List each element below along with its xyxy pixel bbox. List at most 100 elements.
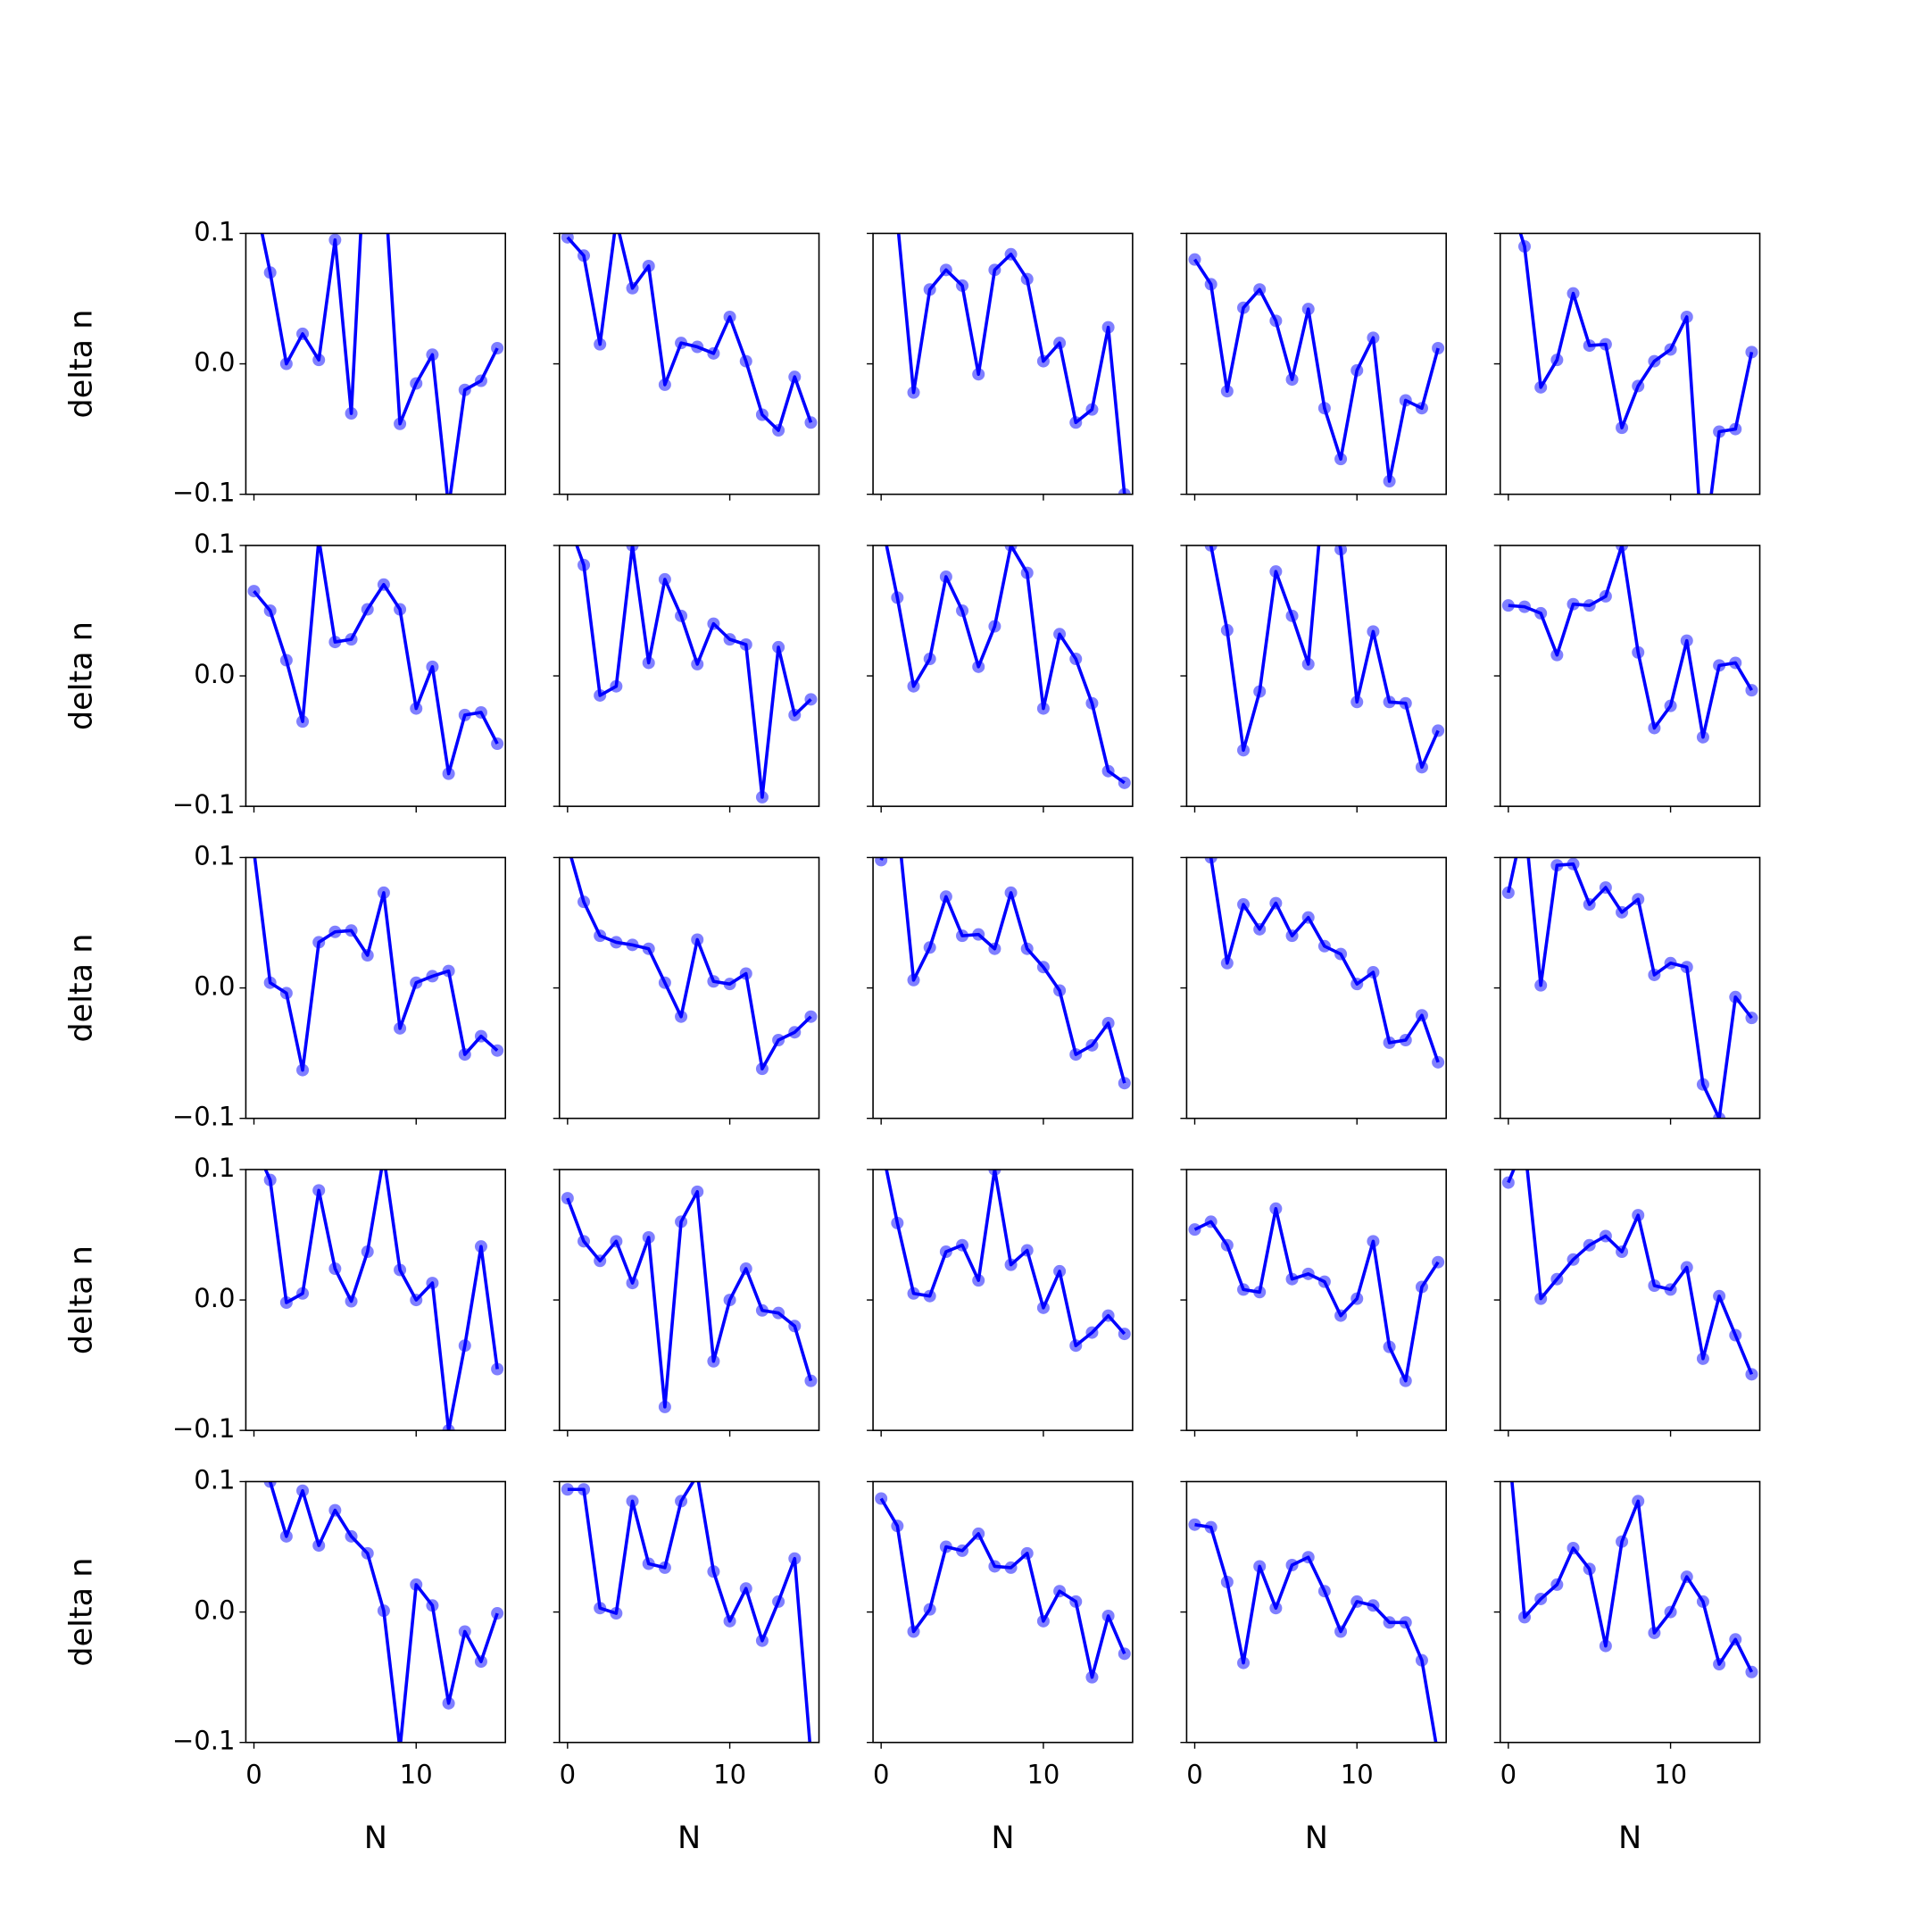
data-point bbox=[1101, 764, 1115, 778]
subplot: 0 10 N bbox=[1180, 1480, 1448, 1856]
data-point bbox=[345, 1295, 358, 1308]
data-point bbox=[1696, 1078, 1709, 1091]
data-point bbox=[1036, 961, 1050, 974]
data-point bbox=[1069, 653, 1083, 666]
data-point bbox=[755, 1303, 769, 1317]
data-point bbox=[1118, 1647, 1131, 1661]
data-point bbox=[1729, 422, 1742, 436]
data-point bbox=[972, 368, 985, 381]
data-point bbox=[1253, 1286, 1267, 1299]
data-line bbox=[879, 857, 1126, 1084]
data-point bbox=[1583, 339, 1596, 353]
data-point bbox=[1696, 1595, 1709, 1608]
plot-area bbox=[1510, 1481, 1758, 1678]
data-point bbox=[328, 1503, 342, 1517]
data-point bbox=[1632, 379, 1645, 393]
data-point bbox=[328, 925, 342, 938]
data-point bbox=[1220, 385, 1234, 398]
data-point bbox=[972, 660, 985, 673]
data-point bbox=[1253, 922, 1267, 936]
data-point bbox=[907, 973, 920, 987]
data-point bbox=[1432, 1255, 1445, 1269]
data-point bbox=[377, 578, 390, 591]
data-point bbox=[1518, 240, 1532, 254]
plot-area bbox=[247, 545, 504, 780]
axes-frame bbox=[1499, 1169, 1761, 1431]
data-point bbox=[707, 617, 720, 630]
data-point bbox=[1664, 1283, 1677, 1296]
data-point bbox=[1350, 978, 1364, 991]
data-point bbox=[1664, 343, 1677, 356]
data-point bbox=[1648, 354, 1661, 368]
data-point bbox=[923, 941, 936, 954]
data-point bbox=[1550, 859, 1564, 872]
data-point bbox=[1069, 416, 1083, 429]
data-point bbox=[1599, 1639, 1612, 1653]
data-point bbox=[907, 386, 920, 399]
data-point bbox=[1004, 1258, 1018, 1271]
data-point bbox=[474, 1029, 487, 1043]
data-point bbox=[1053, 337, 1067, 350]
data-point bbox=[1317, 1585, 1331, 1598]
data-point bbox=[988, 1169, 1001, 1176]
data-point bbox=[426, 1599, 439, 1612]
data-point bbox=[1204, 1215, 1217, 1228]
subplot: −0.1 0.0 0.1 0 10 delta n N bbox=[63, 1464, 507, 1856]
data-point bbox=[578, 558, 591, 571]
data-point bbox=[1334, 947, 1348, 961]
data-point bbox=[1432, 342, 1445, 355]
plot-area bbox=[1518, 233, 1758, 495]
data-point bbox=[1020, 566, 1034, 579]
data-point bbox=[442, 1696, 455, 1710]
data-point bbox=[626, 938, 639, 952]
data-point bbox=[458, 1625, 471, 1638]
plot-area bbox=[260, 233, 504, 495]
data-point bbox=[788, 371, 802, 384]
data-point bbox=[1069, 1595, 1083, 1608]
data-point bbox=[312, 936, 326, 949]
data-point bbox=[1501, 599, 1515, 612]
data-point bbox=[1237, 898, 1251, 912]
data-point bbox=[1301, 1267, 1315, 1280]
data-point bbox=[1334, 453, 1348, 466]
data-point bbox=[707, 1354, 720, 1368]
x-tick-label: 10 bbox=[1341, 1760, 1374, 1790]
data-point bbox=[675, 609, 688, 622]
plot-area bbox=[1188, 1518, 1438, 1743]
data-point bbox=[1415, 402, 1428, 415]
data-point bbox=[361, 1245, 374, 1259]
data-point bbox=[1101, 321, 1115, 334]
data-point bbox=[972, 1274, 985, 1287]
y-tick-label: 0.0 bbox=[194, 971, 235, 1002]
data-point bbox=[410, 976, 423, 989]
data-point bbox=[296, 327, 310, 340]
x-tick-label: 0 bbox=[1500, 1760, 1517, 1790]
data-point bbox=[1632, 1495, 1645, 1508]
plot-area bbox=[896, 233, 1131, 495]
data-point bbox=[804, 416, 818, 429]
axes-frame bbox=[1185, 545, 1448, 807]
data-point bbox=[296, 1484, 310, 1497]
data-point bbox=[1367, 1235, 1380, 1248]
data-point bbox=[1285, 929, 1299, 943]
data-point bbox=[1036, 702, 1050, 715]
data-point bbox=[594, 688, 607, 702]
data-point bbox=[410, 1294, 423, 1307]
data-point bbox=[1237, 301, 1251, 314]
data-point bbox=[1501, 1176, 1515, 1189]
data-point bbox=[296, 715, 310, 729]
axes-frame bbox=[245, 545, 507, 807]
data-point bbox=[594, 1602, 607, 1615]
data-point bbox=[891, 591, 904, 604]
data-point bbox=[361, 1546, 374, 1560]
data-point bbox=[578, 895, 591, 909]
data-point bbox=[361, 949, 374, 962]
data-point bbox=[804, 1374, 818, 1387]
y-tick-label: −0.1 bbox=[172, 478, 235, 508]
data-point bbox=[1399, 696, 1412, 710]
data-point bbox=[1069, 1339, 1083, 1353]
y-tick-label: −0.1 bbox=[172, 1413, 235, 1444]
data-point bbox=[939, 1245, 952, 1259]
subplot bbox=[867, 1169, 1134, 1437]
data-point bbox=[1616, 1535, 1629, 1548]
